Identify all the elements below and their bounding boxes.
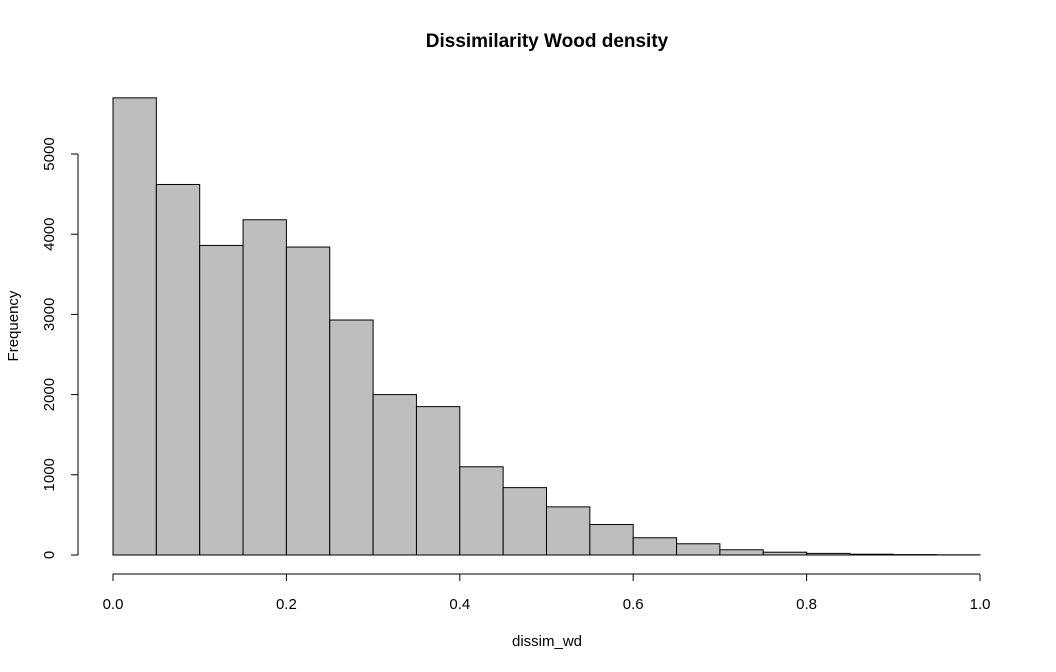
histogram-bar [762,551,808,556]
y-axis-label: Frequency [5,290,22,361]
histogram-bar [155,183,201,556]
x-tick-label: 0.6 [623,596,644,613]
histogram-bar [676,543,721,556]
x-tick-label: 0.4 [449,596,470,613]
histogram-bar [459,466,504,556]
x-tick-label: 0.2 [276,596,297,613]
histogram-bar [632,537,678,556]
histogram-bar [415,406,461,556]
histogram-bar [112,97,157,556]
y-axis: 0 1000 2000 3000 4000 5000 [41,137,79,559]
histogram-bar [719,549,764,556]
histogram-bar [372,394,417,556]
histogram-bar [806,552,851,556]
bars-group [112,97,981,556]
y-tick-label: 0 [41,551,58,559]
y-tick-label: 3000 [41,298,58,331]
histogram-bar [242,219,287,556]
x-axis: 0.0 0.2 0.4 0.6 0.8 1.0 [103,573,991,613]
x-tick-label: 0.0 [103,596,124,613]
x-axis-label: dissim_wd [512,633,582,650]
histogram-bar [285,246,331,556]
y-tick-label: 1000 [41,458,58,491]
chart-title: Dissimilarity Wood density [426,31,669,52]
histogram-bar [329,319,374,556]
histogram-bar [546,506,591,556]
y-tick-label: 5000 [41,137,58,170]
histogram-bar [589,524,634,556]
histogram-bar [199,244,244,556]
y-tick-label: 2000 [41,378,58,411]
histogram-bar [502,487,547,556]
y-tick-label: 4000 [41,218,58,251]
x-tick-label: 1.0 [970,596,991,613]
x-tick-label: 0.8 [796,596,817,613]
histogram-bar [849,553,894,556]
